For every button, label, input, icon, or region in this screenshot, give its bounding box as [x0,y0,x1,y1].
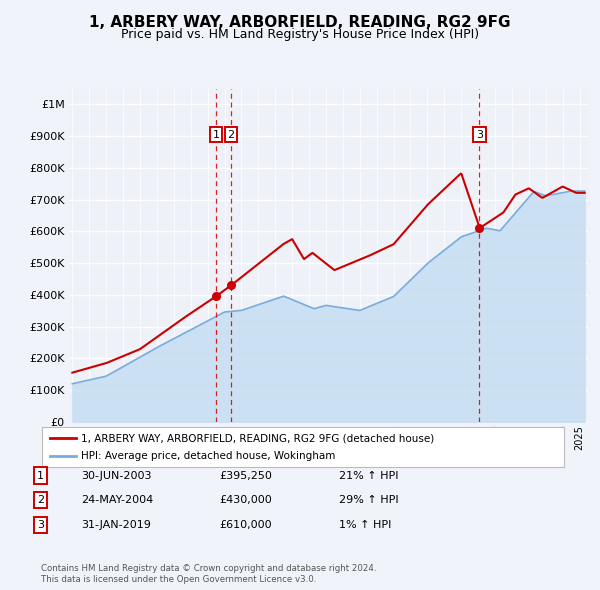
Text: 24-MAY-2004: 24-MAY-2004 [81,496,153,505]
Text: £430,000: £430,000 [219,496,272,505]
Text: 1: 1 [37,471,44,480]
Text: £610,000: £610,000 [219,520,272,530]
Text: 2: 2 [227,130,235,139]
Text: 1: 1 [212,130,220,139]
Text: 21% ↑ HPI: 21% ↑ HPI [339,471,398,480]
Text: 1, ARBERY WAY, ARBORFIELD, READING, RG2 9FG: 1, ARBERY WAY, ARBORFIELD, READING, RG2 … [89,15,511,30]
Text: Price paid vs. HM Land Registry's House Price Index (HPI): Price paid vs. HM Land Registry's House … [121,28,479,41]
Text: 29% ↑ HPI: 29% ↑ HPI [339,496,398,505]
Text: 1, ARBERY WAY, ARBORFIELD, READING, RG2 9FG (detached house): 1, ARBERY WAY, ARBORFIELD, READING, RG2 … [81,434,434,444]
Text: 31-JAN-2019: 31-JAN-2019 [81,520,151,530]
Text: 3: 3 [37,520,44,530]
Text: This data is licensed under the Open Government Licence v3.0.: This data is licensed under the Open Gov… [41,575,316,584]
Text: £395,250: £395,250 [219,471,272,480]
Text: 3: 3 [476,130,483,139]
Text: 2: 2 [37,496,44,505]
Text: HPI: Average price, detached house, Wokingham: HPI: Average price, detached house, Woki… [81,451,335,461]
Text: 1% ↑ HPI: 1% ↑ HPI [339,520,391,530]
Text: Contains HM Land Registry data © Crown copyright and database right 2024.: Contains HM Land Registry data © Crown c… [41,565,376,573]
Text: 30-JUN-2003: 30-JUN-2003 [81,471,151,480]
